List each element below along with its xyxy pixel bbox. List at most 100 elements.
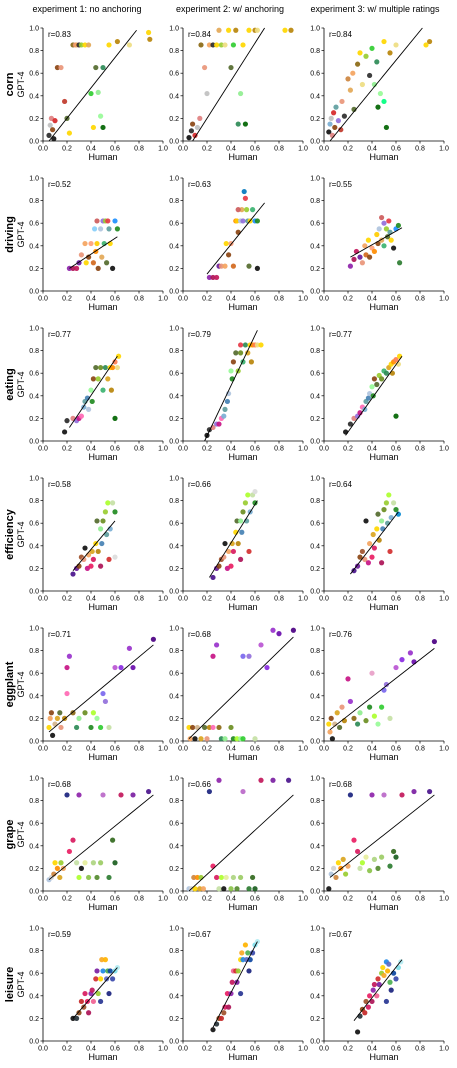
data-point: [240, 42, 246, 48]
data-point: [98, 998, 104, 1005]
data-point: [222, 263, 228, 269]
data-point: [223, 240, 229, 247]
column-titles: experiment 1: no anchoring experiment 2:…: [32, 4, 440, 14]
regression-line: [48, 29, 137, 142]
data-point: [88, 90, 94, 97]
data-point: [393, 854, 399, 860]
row-label: grape: [4, 820, 16, 850]
data-point: [334, 710, 340, 716]
data-point: [388, 987, 394, 993]
data-point: [89, 987, 95, 993]
data-point: [386, 961, 392, 967]
y-tick-label: 0.8: [169, 498, 179, 505]
y-axis-label: GPT-4: [16, 671, 26, 697]
x-axis-label: Human: [228, 452, 257, 462]
x-tick-label: 0.8: [415, 746, 425, 753]
x-tick-label: 0.8: [134, 446, 144, 453]
data-point: [387, 715, 393, 722]
data-point: [347, 87, 353, 93]
data-point: [235, 207, 241, 213]
y-tick-label: 0.4: [169, 243, 179, 250]
data-point: [76, 1010, 82, 1016]
x-tick-label: 0.8: [274, 596, 284, 603]
data-point: [345, 676, 351, 682]
data-point: [379, 376, 385, 382]
data-point: [375, 511, 381, 517]
data-point: [210, 863, 216, 869]
x-tick-label: 0.2: [343, 296, 353, 303]
correlation-label: r=0.66: [188, 480, 211, 489]
data-point: [389, 370, 395, 376]
y-tick-label: 0.0: [169, 739, 179, 746]
data-point: [393, 507, 399, 513]
data-point: [371, 376, 377, 382]
data-point: [369, 792, 375, 798]
data-point: [335, 860, 341, 866]
scatter-panel-driving-3: 0.00.0 0.2 0.2 0.4 0.4 0.6 0.6 0.8 0.8 1.0 1.0 Huma…: [310, 176, 449, 313]
data-point: [357, 554, 363, 560]
data-point: [235, 229, 241, 235]
data-point: [206, 724, 212, 731]
y-tick-label: 1.0: [310, 926, 320, 933]
scatter-panel-eggplant-3: 0.00.0 0.2 0.2 0.4 0.4 0.6 0.6 0.8 0.8 1.0 1.0 Huma…: [310, 626, 449, 763]
data-point: [381, 972, 387, 979]
data-point: [258, 342, 264, 348]
data-point: [58, 724, 64, 731]
data-point: [393, 42, 399, 48]
x-axis-label: Human: [88, 752, 117, 762]
x-tick-label: 0.0: [38, 896, 48, 903]
x-tick-label: 0.4: [86, 146, 96, 153]
y-tick-label: 0.6: [29, 521, 39, 528]
data-point: [388, 237, 394, 243]
x-tick-label: 0.6: [110, 746, 120, 753]
data-point: [50, 732, 56, 738]
data-point: [333, 104, 339, 110]
data-point: [365, 237, 371, 243]
data-point: [114, 226, 120, 232]
x-tick-label: 1.0: [298, 446, 308, 453]
data-point: [150, 636, 156, 642]
data-point: [112, 860, 118, 866]
x-tick-label: 0.2: [62, 446, 72, 453]
data-point: [100, 387, 106, 393]
data-point: [110, 837, 116, 843]
data-point: [369, 670, 375, 676]
data-point: [229, 979, 235, 985]
data-point: [238, 518, 244, 524]
correlation-label: r=0.83: [48, 30, 71, 39]
data-point: [76, 874, 82, 881]
data-point: [367, 72, 373, 79]
data-point: [381, 687, 387, 693]
x-tick-label: 0.0: [38, 296, 48, 303]
data-point: [105, 376, 111, 382]
data-point: [242, 342, 248, 348]
correlation-label: r=0.67: [329, 930, 352, 939]
y-tick-label: 1.0: [169, 26, 179, 33]
y-tick-label: 1.0: [169, 926, 179, 933]
data-point: [351, 256, 357, 262]
data-point: [57, 874, 63, 881]
y-tick-label: 0.0: [169, 1039, 179, 1046]
data-point: [375, 104, 381, 110]
data-point: [95, 548, 101, 555]
data-point: [93, 64, 99, 71]
data-point: [94, 218, 100, 224]
y-tick-label: 0.0: [29, 289, 39, 296]
data-point: [204, 90, 210, 97]
correlation-label: r=0.59: [48, 930, 71, 939]
data-point: [379, 854, 385, 860]
data-point: [98, 976, 104, 982]
data-point: [94, 240, 100, 247]
data-point: [99, 254, 105, 260]
y-tick-label: 0.8: [169, 798, 179, 805]
data-point: [376, 226, 382, 232]
scatter-panel-driving-2: 0.00.0 0.2 0.2 0.4 0.4 0.6 0.6 0.8 0.8 1.0 1.0 Huma…: [169, 176, 308, 313]
y-tick-label: 1.0: [29, 626, 39, 633]
data-point: [355, 721, 361, 727]
data-point: [359, 81, 365, 88]
data-point: [108, 387, 114, 393]
data-point: [399, 657, 405, 663]
data-point: [347, 263, 353, 269]
data-point: [379, 560, 385, 566]
data-point: [387, 979, 393, 985]
